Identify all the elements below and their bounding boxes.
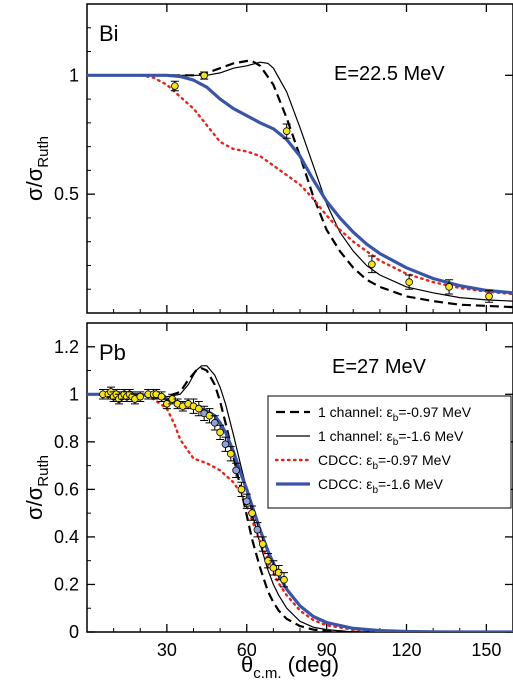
- data-point: [136, 392, 145, 401]
- data-point: [253, 525, 262, 534]
- data-point: [485, 292, 493, 301]
- data-point: [405, 278, 413, 286]
- panel-label: Bi: [99, 21, 119, 46]
- y-tick-label: 1.2: [54, 337, 79, 357]
- energy-label: E=27 MeV: [332, 356, 427, 378]
- y-tick-label: 0.4: [54, 527, 79, 547]
- data-point: [232, 466, 240, 475]
- data-point: [216, 428, 224, 437]
- data-point: [248, 509, 256, 517]
- data-point: [368, 260, 376, 269]
- y-tick-label: 1: [69, 384, 79, 404]
- x-tick-label: 120: [391, 640, 421, 660]
- x-tick-label: 150: [471, 640, 501, 660]
- panel-label: Pb: [99, 340, 126, 365]
- legend-label-s2: 1 channel: εb=-1.6 MeV: [318, 428, 464, 448]
- bottom-panel-pb: 30 60 90 120 150 0 0.2 0.4 0.6 0.8 1 1.2 Pb E=27 MeV σ…: [22, 322, 513, 682]
- data-point: [269, 564, 278, 572]
- y-tick-label: 0: [69, 622, 79, 642]
- y-tick-label: 0.8: [54, 432, 79, 452]
- data-point: [200, 71, 208, 80]
- data-point: [195, 404, 203, 413]
- data-point: [171, 82, 179, 90]
- data-point: [280, 575, 288, 584]
- x-tick-label: 60: [237, 640, 257, 660]
- legend-label-s3: CDCC: εb=-0.97 MeV: [318, 452, 451, 472]
- data-point: [221, 440, 230, 449]
- data-point: [282, 127, 291, 135]
- x-axis-title: θc.m. (deg): [241, 652, 339, 682]
- y-tick-label: 0.6: [54, 479, 79, 499]
- series-line-s2: [87, 61, 513, 302]
- series-line-s3: [87, 74, 513, 296]
- data-point: [445, 283, 453, 291]
- data-point: [226, 449, 235, 458]
- legend-label-s1: 1 channel: εb=-0.97 MeV: [318, 404, 472, 424]
- y-tick-label: 0.5: [54, 184, 79, 204]
- data-point: [242, 497, 251, 506]
- energy-label: E=22.5 MeV: [334, 63, 445, 85]
- legend: 1 channel: εb=-0.97 MeV 1 channel: εb=-1.…: [267, 395, 512, 509]
- data-point: [211, 419, 219, 427]
- y-tick-label: 1: [69, 65, 79, 85]
- data-point: [157, 392, 166, 401]
- y-axis-title: σ/σRuth: [22, 136, 52, 201]
- legend-label-s4: CDCC: εb=-1.6 MeV: [318, 476, 444, 496]
- x-tick-label: 90: [317, 640, 337, 660]
- top-panel-bi: 0.5 1 Bi E=22.5 MeV σ/σRuth: [22, 3, 513, 314]
- data-point: [237, 485, 246, 494]
- y-axis-title: σ/σRuth: [22, 455, 52, 520]
- series-line-s4: [87, 73, 513, 295]
- data-point: [258, 540, 267, 548]
- y-tick-label: 0.2: [54, 574, 79, 594]
- x-tick-label: 30: [157, 640, 177, 660]
